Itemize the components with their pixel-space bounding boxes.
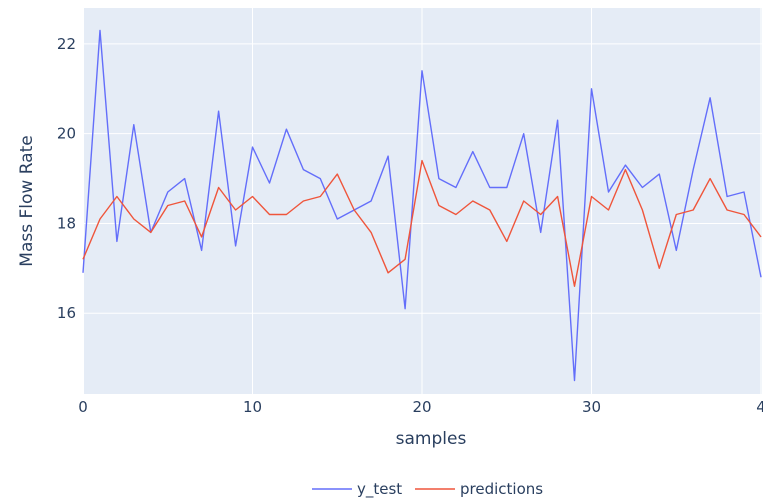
y-axis-title: Mass Flow Rate xyxy=(17,135,37,266)
x-tick-label: 30 xyxy=(582,398,601,416)
x-tick-label: 10 xyxy=(243,398,262,416)
y-tick-label: 22 xyxy=(57,35,76,53)
y-tick-label: 18 xyxy=(57,214,76,232)
y-tick-labels: 16 18 20 22 xyxy=(57,35,76,322)
legend-label-y-test[interactable]: y_test xyxy=(357,480,402,499)
series-lines xyxy=(82,29,762,382)
legend[interactable]: y_test predictions xyxy=(312,480,543,499)
x-tick-labels: 0 10 20 30 4 xyxy=(78,398,763,416)
y-tick-label: 20 xyxy=(57,125,76,143)
y-tick-label: 16 xyxy=(57,304,76,322)
series-line-predictions xyxy=(82,159,762,287)
x-tick-label: 4 xyxy=(756,398,763,416)
x-tick-label: 20 xyxy=(412,398,431,416)
x-tick-label: 0 xyxy=(78,398,88,416)
plot-background xyxy=(84,8,762,394)
legend-label-predictions[interactable]: predictions xyxy=(460,480,543,498)
x-axis-title: samples xyxy=(396,429,467,449)
